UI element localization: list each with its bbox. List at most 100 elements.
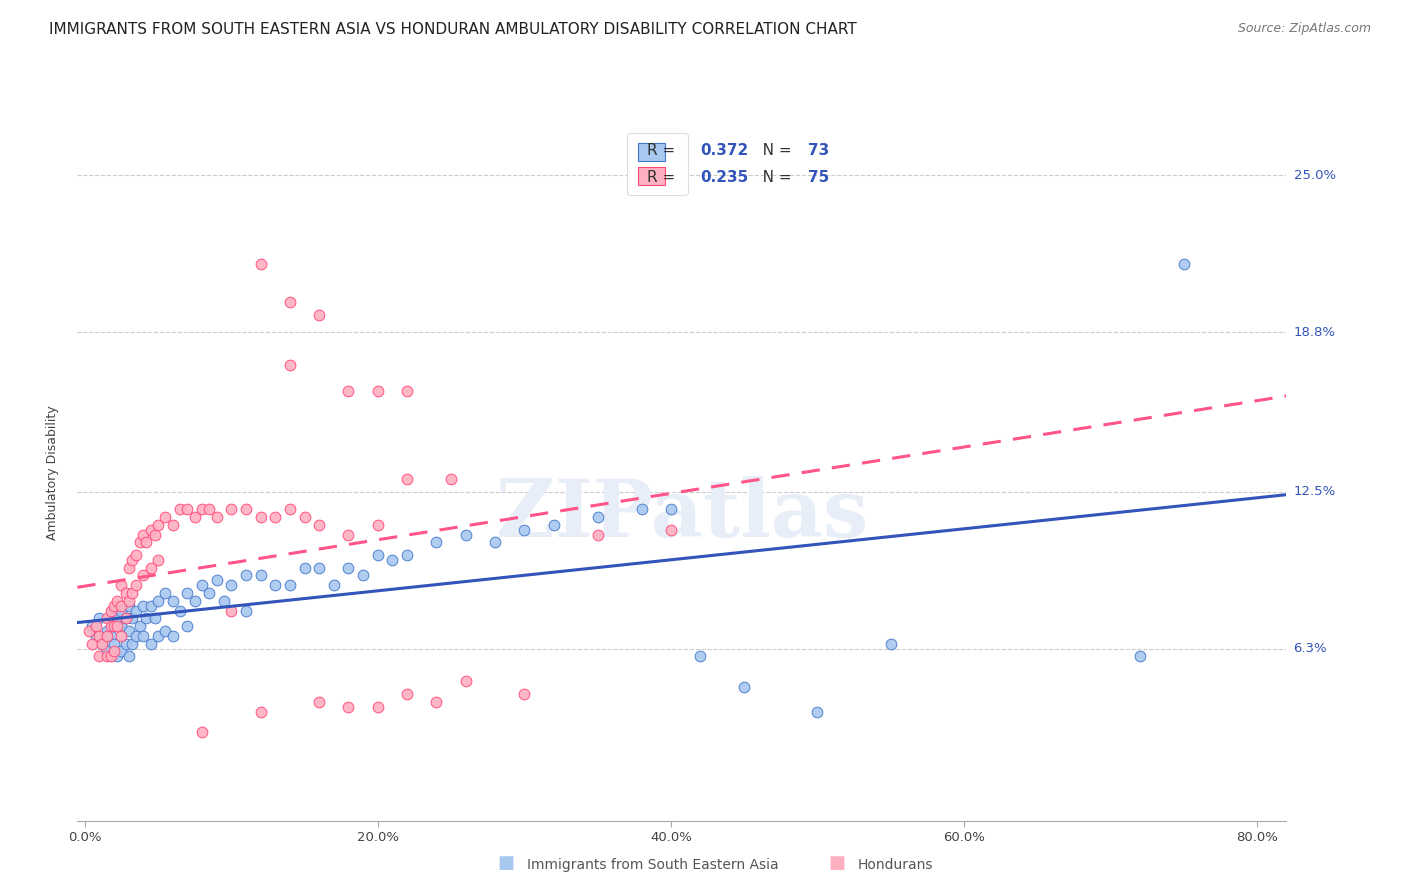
Text: 75: 75 (808, 170, 830, 186)
Point (105, 611, 128, 625)
Point (219, 502, 242, 516)
Point (110, 619, 132, 633)
Point (733, 680, 755, 694)
Point (100, 611, 122, 625)
Text: N =: N = (748, 170, 796, 186)
Point (249, 705, 271, 719)
Point (264, 510, 287, 524)
Point (146, 517, 169, 532)
Point (125, 578, 148, 592)
Point (659, 523, 682, 537)
Point (308, 560, 330, 574)
Text: R =: R = (647, 170, 681, 186)
Point (117, 599, 139, 613)
Point (100, 619, 122, 633)
Point (105, 649, 128, 664)
Point (103, 636, 125, 650)
Point (135, 611, 157, 625)
Text: Hondurans: Hondurans (858, 858, 934, 872)
Point (278, 578, 301, 592)
Point (89, 629, 111, 643)
Text: IMMIGRANTS FROM SOUTH EASTERN ASIA VS HONDURAN AMBULATORY DISABILITY CORRELATION: IMMIGRANTS FROM SOUTH EASTERN ASIA VS HO… (49, 22, 858, 37)
Point (139, 599, 162, 613)
Point (103, 599, 125, 613)
Point (1129, 649, 1152, 664)
Point (212, 593, 235, 607)
Point (89, 611, 111, 625)
Point (367, 384, 389, 398)
Text: 6.3%: 6.3% (1294, 642, 1327, 655)
Point (96, 649, 118, 664)
Point (114, 586, 136, 600)
Text: 0.235: 0.235 (700, 170, 748, 186)
Point (278, 295, 301, 310)
Point (381, 553, 404, 567)
Point (121, 553, 143, 567)
Point (205, 574, 228, 588)
Point (132, 629, 155, 643)
Point (183, 593, 205, 607)
Point (110, 644, 132, 658)
Text: 12.5%: 12.5% (1294, 485, 1336, 499)
Point (139, 636, 162, 650)
Point (129, 619, 152, 633)
Point (114, 611, 136, 625)
Point (110, 604, 132, 618)
Point (91, 636, 114, 650)
Point (135, 535, 157, 549)
Point (143, 611, 166, 625)
Point (125, 604, 148, 618)
Point (80, 619, 103, 633)
Text: 0.372: 0.372 (700, 143, 748, 158)
Point (308, 695, 330, 709)
Point (454, 674, 477, 689)
Point (105, 619, 128, 633)
Point (235, 604, 257, 618)
Point (96, 629, 118, 643)
Point (294, 510, 316, 524)
Point (278, 358, 301, 372)
Text: ZIPatlas: ZIPatlas (496, 475, 868, 554)
Point (96, 611, 118, 625)
Point (139, 523, 162, 537)
Text: 25.0%: 25.0% (1294, 169, 1336, 182)
Point (117, 624, 139, 638)
Point (100, 649, 122, 664)
Legend: , : , (627, 133, 689, 195)
Point (425, 695, 447, 709)
Point (169, 604, 191, 618)
Point (77, 624, 100, 638)
Point (191, 502, 214, 516)
Point (367, 517, 389, 532)
Point (191, 725, 214, 739)
Point (198, 502, 221, 516)
Point (484, 535, 506, 549)
Point (176, 502, 198, 516)
Point (219, 578, 242, 592)
Point (86, 629, 108, 643)
Point (121, 636, 143, 650)
Point (630, 502, 652, 516)
Point (103, 619, 125, 633)
Point (219, 604, 242, 618)
Point (543, 517, 565, 532)
Point (114, 636, 136, 650)
Point (396, 384, 419, 398)
Point (659, 502, 682, 516)
Point (205, 510, 228, 524)
Point (103, 604, 125, 618)
Point (96, 644, 118, 658)
Point (162, 593, 184, 607)
Point (1173, 257, 1195, 271)
Point (117, 593, 139, 607)
Point (110, 629, 132, 643)
Point (146, 553, 169, 567)
Point (176, 586, 198, 600)
Point (806, 705, 828, 719)
Point (337, 384, 360, 398)
Point (337, 560, 360, 574)
Point (264, 578, 287, 592)
Text: ■: ■ (828, 855, 845, 872)
Point (86, 619, 108, 633)
Point (278, 502, 301, 516)
